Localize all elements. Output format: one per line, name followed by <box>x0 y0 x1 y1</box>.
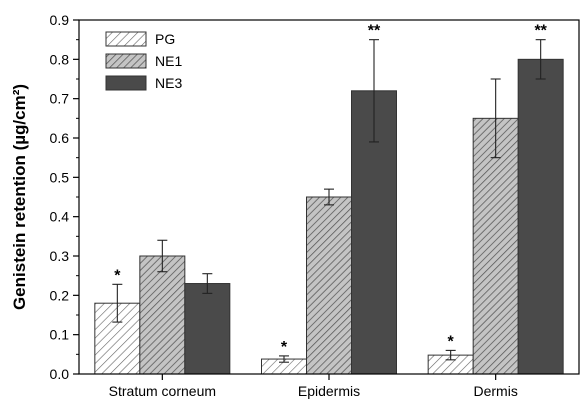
legend-swatch <box>105 53 147 69</box>
significance-marker: * <box>281 339 288 356</box>
legend: PG NE1 NE3 <box>105 31 182 91</box>
x-tick-label: Epidermis <box>298 383 360 399</box>
legend-label: NE1 <box>155 53 182 69</box>
y-axis-label: Genistein retention (µg/cm²) <box>10 84 29 310</box>
x-tick-label: Dermis <box>473 383 517 399</box>
legend-swatch <box>105 75 147 91</box>
y-tick-label: 0.3 <box>50 248 70 264</box>
significance-marker: * <box>114 267 121 284</box>
bar <box>139 255 186 375</box>
y-tick-label: 0.1 <box>50 327 70 343</box>
significance-marker: * <box>448 333 455 350</box>
y-tick-label: 0.6 <box>50 130 70 146</box>
bar <box>306 196 352 375</box>
significance-marker: ** <box>368 23 381 40</box>
x-tick-label: Stratum corneum <box>109 383 216 399</box>
y-tick-label: 0.2 <box>50 287 70 303</box>
y-tick-label: 0.7 <box>50 91 70 107</box>
bar <box>472 117 519 375</box>
y-tick-label: 0.0 <box>50 366 70 382</box>
legend-label: NE3 <box>155 75 182 91</box>
y-tick-label: 0.5 <box>50 169 70 185</box>
legend-label: PG <box>155 31 175 47</box>
bar <box>517 58 564 375</box>
y-tick-label: 0.4 <box>50 209 70 225</box>
bar <box>184 283 231 375</box>
y-tick-label: 0.8 <box>50 51 70 67</box>
legend-swatch <box>105 31 147 47</box>
significance-marker: ** <box>534 23 547 40</box>
y-tick-label: 0.9 <box>50 12 70 28</box>
